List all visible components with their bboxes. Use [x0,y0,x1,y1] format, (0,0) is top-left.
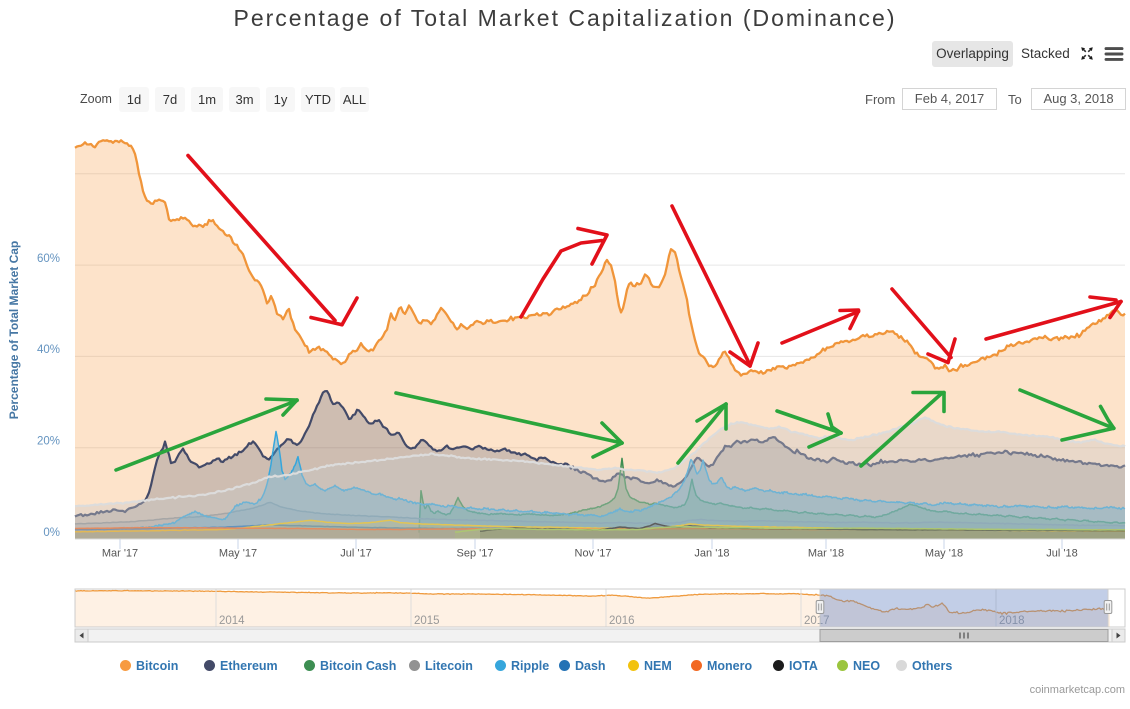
svg-text:20%: 20% [37,436,60,448]
svg-text:Sep '17: Sep '17 [457,548,494,560]
svg-text:Jul '17: Jul '17 [340,548,371,560]
svg-text:2017: 2017 [804,615,830,627]
svg-text:Percentage of Total Market Cap: Percentage of Total Market Cap [7,241,21,420]
svg-text:40%: 40% [37,344,60,356]
svg-text:2015: 2015 [414,615,440,627]
svg-text:60%: 60% [37,253,60,265]
svg-text:0%: 0% [43,527,60,539]
svg-text:2018: 2018 [999,615,1025,627]
svg-text:2016: 2016 [609,615,635,627]
svg-text:May '18: May '18 [925,548,963,560]
svg-text:Jul '18: Jul '18 [1046,548,1077,560]
svg-text:May '17: May '17 [219,548,257,560]
svg-text:Nov '17: Nov '17 [575,548,612,560]
svg-text:Jan '18: Jan '18 [694,548,729,560]
svg-text:Mar '17: Mar '17 [102,548,138,560]
svg-text:2014: 2014 [219,615,245,627]
svg-text:Mar '18: Mar '18 [808,548,844,560]
